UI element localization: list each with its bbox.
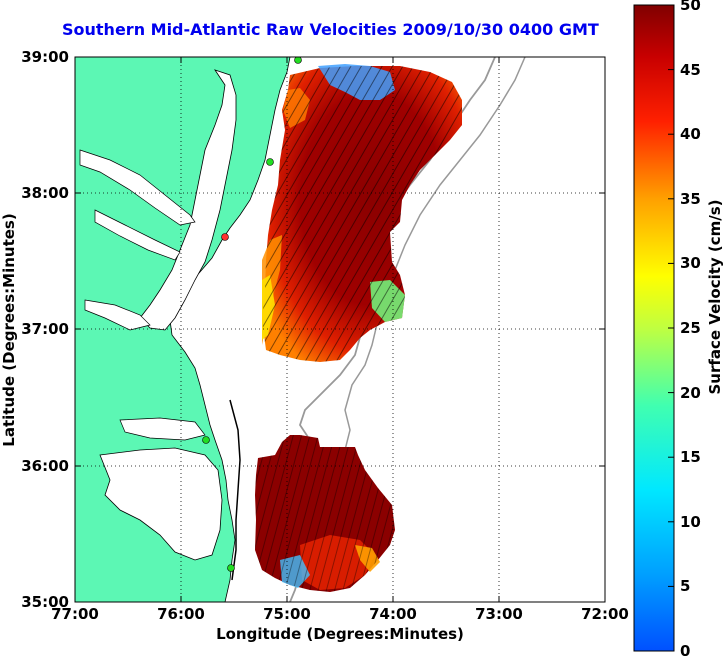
- graticule: [75, 57, 605, 602]
- y-tick-label: 37:00: [21, 320, 69, 338]
- pamlico-sound: [99, 447, 223, 561]
- colorbar-tick-label: 35: [680, 190, 701, 208]
- colorbar-tick-label: 25: [680, 319, 701, 337]
- x-tick-label: 77:00: [51, 605, 99, 623]
- colorbar-tick-label: 40: [680, 125, 701, 143]
- rappahannock-river: [94, 209, 181, 261]
- colorbar-tick-label: 10: [680, 513, 701, 531]
- radar-stations: [202, 57, 302, 572]
- colorbar-tick-label: 5: [680, 577, 690, 595]
- x-tick-label: 76:00: [157, 605, 205, 623]
- radar-station-marker: [294, 57, 302, 64]
- map-title: Southern Mid-Atlantic Raw Velocities 200…: [62, 20, 599, 39]
- colorbar-tick-label: 15: [680, 448, 701, 466]
- colorbar: [633, 4, 675, 652]
- colorbar-tick-label: 50: [680, 0, 701, 14]
- radar-station-marker: [227, 564, 235, 572]
- radar-station-marker: [202, 436, 210, 444]
- potomac-river: [79, 149, 196, 226]
- x-tick-label: 75:00: [263, 605, 311, 623]
- colorbar-label: Surface Velocity (cm/s): [706, 199, 724, 394]
- colorbar-tick-label: 20: [680, 384, 701, 402]
- colorbar-tick-label: 30: [680, 254, 701, 272]
- x-axis-label: Longitude (Degrees:Minutes): [216, 625, 464, 643]
- x-tick-marks: [74, 57, 606, 602]
- y-tick-label: 39:00: [21, 48, 69, 66]
- y-tick-label: 36:00: [21, 457, 69, 475]
- colorbar-tick-labels: 50 45 40 35 30 25 20 15 10 5 0: [680, 0, 701, 659]
- south-field-arrows: [255, 435, 395, 592]
- x-tick-labels: 77:00 76:00 75:00 74:00 73:00 72:00: [51, 605, 629, 623]
- colorbar-tick-label: 0: [680, 642, 690, 659]
- y-tick-labels: 39:00 38:00 37:00 36:00 35:00: [21, 48, 69, 611]
- y-axis-label: Latitude (Degrees:Minutes): [0, 213, 18, 446]
- colorbar-tick-label: 45: [680, 61, 701, 79]
- north-field-arrows: [262, 66, 462, 362]
- radar-station-marker: [221, 233, 229, 241]
- radar-station-marker: [266, 158, 274, 166]
- y-tick-label: 35:00: [21, 593, 69, 611]
- x-tick-label: 72:00: [581, 605, 629, 623]
- james-river: [84, 299, 151, 331]
- colorbar-tick-marks: [668, 4, 674, 652]
- y-tick-marks: [75, 56, 605, 603]
- y-tick-label: 38:00: [21, 184, 69, 202]
- x-tick-label: 74:00: [369, 605, 417, 623]
- chesapeake-bay: [139, 69, 237, 331]
- albemarle-sound: [119, 417, 206, 441]
- barrier-islands: [229, 399, 241, 581]
- x-tick-label: 73:00: [475, 605, 523, 623]
